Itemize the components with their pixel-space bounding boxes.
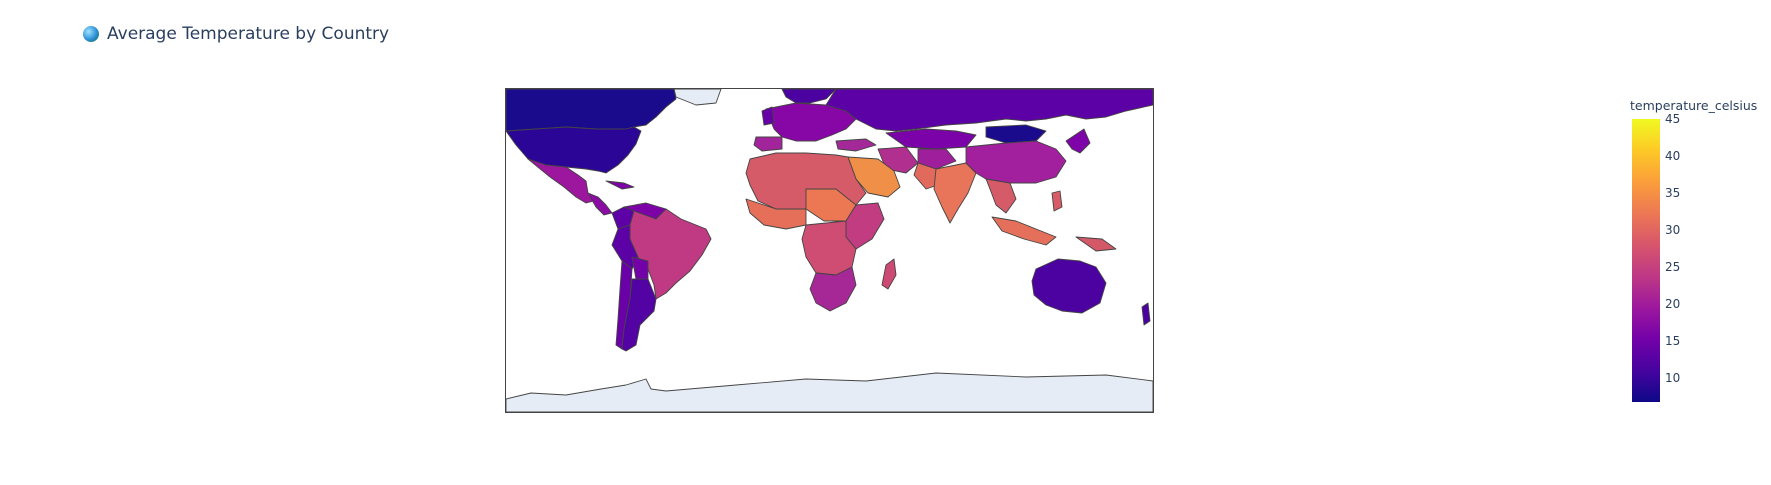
country-southern-africa <box>809 266 857 312</box>
country-china <box>965 140 1067 184</box>
country-russia <box>825 89 1153 132</box>
colorbar-title: temperature_celsius <box>1630 98 1758 113</box>
chart-title-text: Average Temperature by Country <box>107 24 390 44</box>
country-iberia <box>753 136 783 152</box>
country-new-guinea <box>1075 236 1117 252</box>
country-caribbean <box>605 180 635 190</box>
globe-icon <box>83 26 99 42</box>
country-mongolia <box>985 124 1047 144</box>
country-central-asia <box>917 148 957 170</box>
country-philippines <box>1051 190 1063 212</box>
country-scandinavia <box>781 89 837 104</box>
country-kazakhstan <box>885 128 977 150</box>
colorbar-tick: 40 <box>1665 149 1681 163</box>
country-europe-west <box>765 102 857 142</box>
country-antarctica <box>506 372 1153 412</box>
colorbar-tick: 45 <box>1665 112 1681 126</box>
colorbar-tick: 15 <box>1665 334 1681 348</box>
colorbar-tick: 25 <box>1665 260 1681 274</box>
colorbar <box>1632 119 1660 402</box>
world-map-svg <box>506 89 1153 412</box>
colorbar-tick: 20 <box>1665 297 1681 311</box>
choropleth-map[interactable] <box>505 88 1154 413</box>
country-usa <box>506 126 642 174</box>
country-bolivia <box>631 256 649 280</box>
country-southeast-asia <box>985 178 1017 214</box>
country-australia <box>1031 258 1107 314</box>
country-argentina <box>621 278 657 352</box>
country-madagascar <box>881 258 897 290</box>
country-central-america <box>587 192 613 216</box>
country-west-africa <box>745 198 807 230</box>
country-indonesia <box>991 216 1057 246</box>
country-pakistan <box>913 162 939 190</box>
country-turkey <box>835 138 877 152</box>
chart-title: Average Temperature by Country <box>83 24 389 44</box>
country-korea-japan <box>1065 128 1091 154</box>
country-uk <box>761 106 775 126</box>
colorbar-tick: 10 <box>1665 371 1681 385</box>
country-india <box>933 162 977 224</box>
country-new-zealand <box>1141 302 1151 326</box>
colorbar-tick: 30 <box>1665 223 1681 237</box>
country-canada <box>506 89 677 132</box>
country-greenland <box>673 89 722 106</box>
colorbar-tick: 35 <box>1665 186 1681 200</box>
